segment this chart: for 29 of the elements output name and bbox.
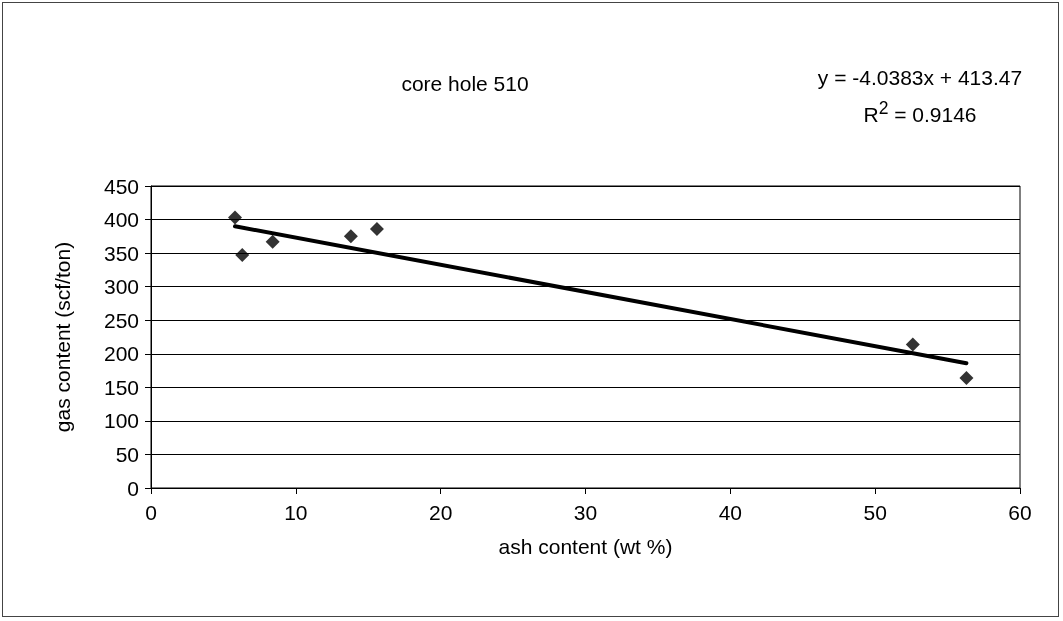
x-tick-label: 20 — [428, 501, 453, 524]
y-tick-label: 150 — [103, 375, 139, 399]
point — [959, 370, 974, 385]
y-tick-label: 250 — [103, 308, 139, 332]
y-tick-label: 300 — [103, 275, 139, 299]
text: y = -4.0383x + 413.47 — [816, 66, 1024, 90]
point — [228, 210, 242, 225]
text: R$^{2}$ = 0.9146 — [862, 98, 978, 127]
x-tick-label: 50 — [863, 501, 887, 524]
x-tick-label: 10 — [284, 501, 308, 524]
point — [905, 337, 920, 352]
point — [265, 234, 280, 249]
y-tick-label: 400 — [103, 208, 139, 232]
chart-title: core hole 510 — [401, 72, 529, 95]
x-tick-label: 40 — [718, 501, 743, 524]
y-tick-label: 450 — [103, 174, 139, 198]
point — [369, 221, 384, 236]
x-tick-label: 0 — [145, 501, 157, 524]
y-tick-label: 100 — [103, 409, 139, 433]
y-tick-label: 0 — [127, 476, 139, 500]
y-tick-label: 50 — [115, 442, 139, 466]
x-tick-label: 60 — [1008, 501, 1032, 524]
point — [343, 229, 358, 244]
x-tick-label: 30 — [573, 501, 598, 524]
y-tick-label: 350 — [103, 241, 139, 265]
y-tick-label: 200 — [103, 342, 139, 366]
point — [235, 248, 250, 263]
y-axis-title: gas content (scf/ton) — [51, 241, 74, 433]
x-axis-title: ash content (wt %) — [498, 535, 673, 558]
